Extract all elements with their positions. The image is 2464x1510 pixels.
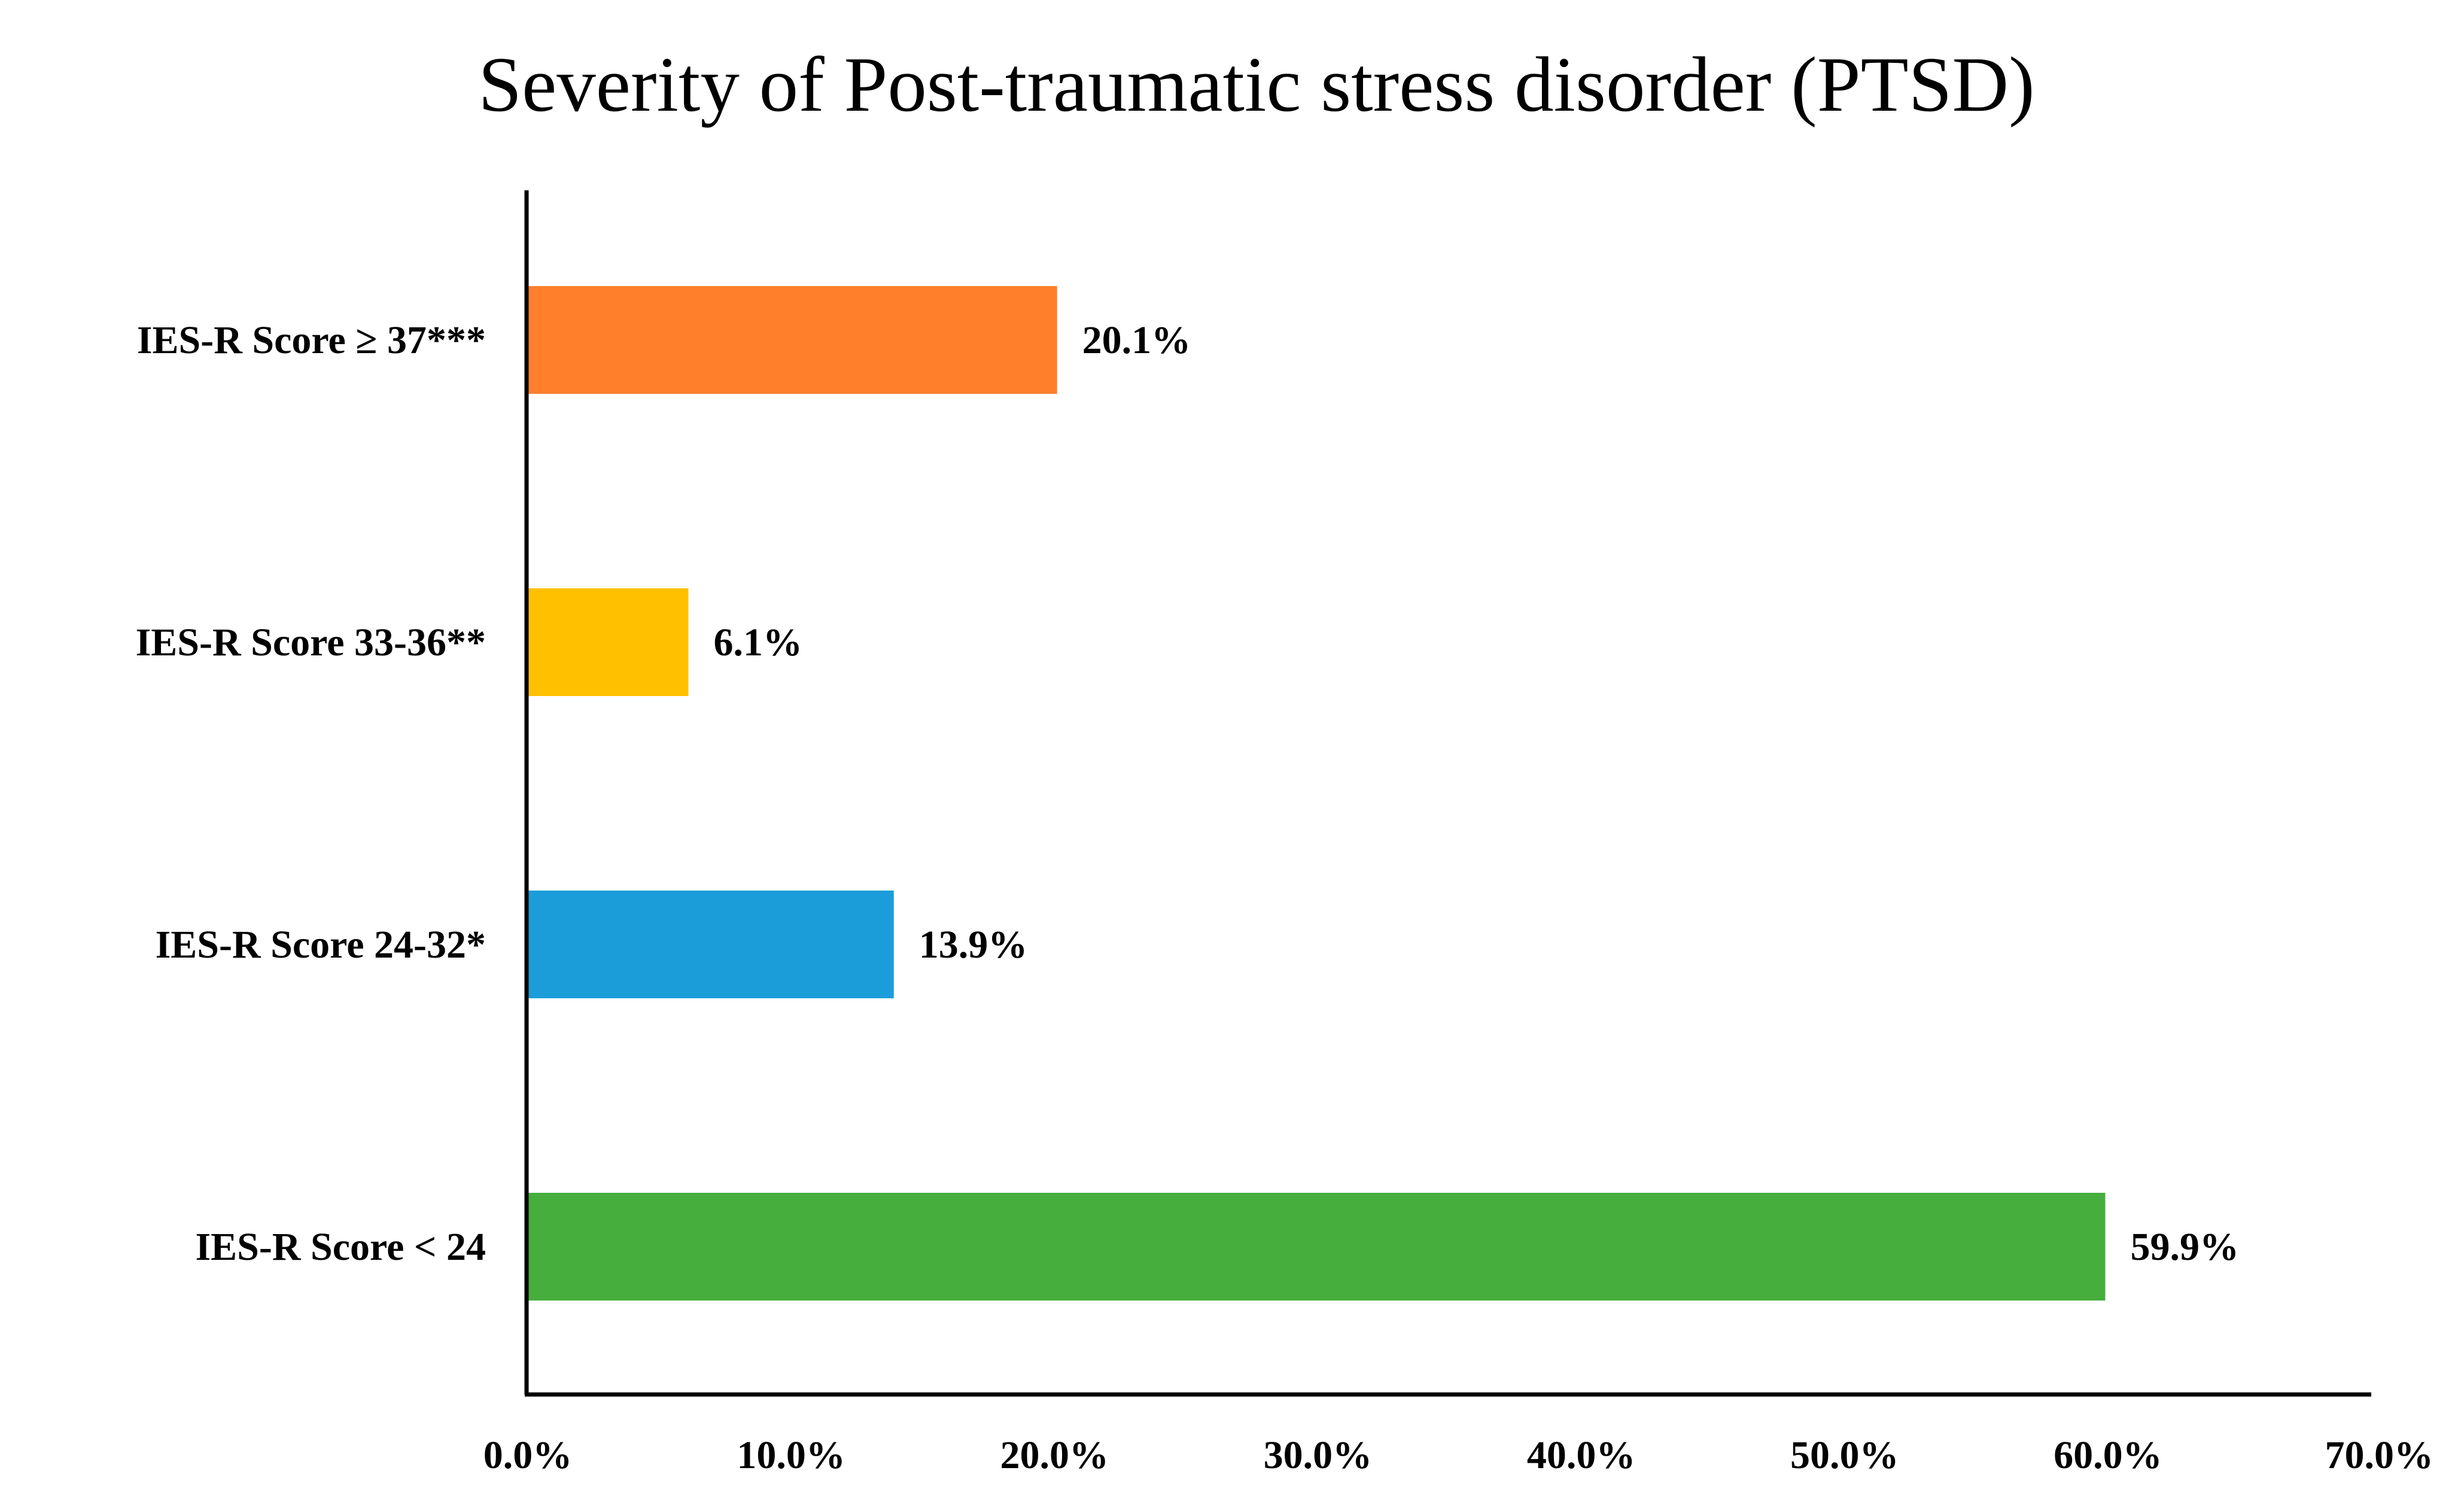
x-tick-labels: 0.0% 10.0% 20.0% 30.0% 40.0% 50.0% 60.0% 70.0% [483,1433,2433,1477]
value-label: 13.9% [919,923,1028,967]
value-labels: 20.1% 6.1% 13.9% 59.9% [713,318,2238,1269]
x-tick-label: 40.0% [1527,1433,1636,1477]
x-tick-label: 20.0% [1000,1433,1109,1477]
value-label: 6.1% [713,621,802,664]
bar-1 [528,286,1057,394]
x-tick-label: 70.0% [2325,1433,2434,1477]
bar-3 [528,891,894,998]
bars-group [528,286,2106,1301]
x-tick-label: 30.0% [1264,1433,1373,1477]
x-tick-label: 50.0% [1790,1433,1899,1477]
category-label: IES-R Score 24-32* [156,923,486,967]
chart-title: Severity of Post-traumatic stress disord… [478,41,2034,128]
value-label: 20.1% [1082,318,1191,362]
category-label: IES-R Score < 24 [195,1225,486,1269]
bar-2 [528,588,689,696]
category-labels: IES-R Score ≥ 37*** IES-R Score 33-36** IE… [136,318,486,1269]
x-tick-label: 10.0% [737,1433,845,1477]
category-label: IES-R Score ≥ 37*** [137,318,486,362]
x-tick-label: 60.0% [2054,1433,2162,1477]
value-label: 59.9% [2130,1225,2239,1269]
x-tick-label: 0.0% [483,1433,573,1477]
category-label: IES-R Score 33-36** [136,621,486,664]
bar-4 [528,1193,2106,1301]
